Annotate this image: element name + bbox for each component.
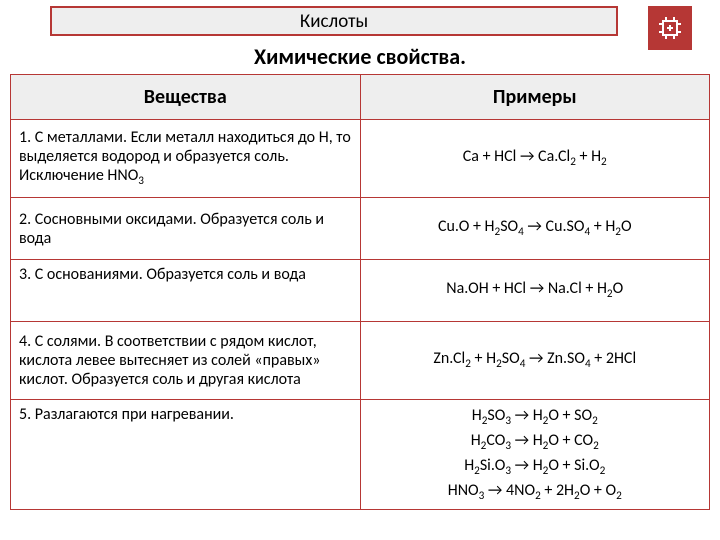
table-row: 4. С солями. В соответствии с рядом кисл…: [11, 322, 710, 400]
table-row: 1. С металлами. Если металл находиться д…: [11, 120, 710, 198]
cell-example: Cu.O + H2SO4 → Cu.SO4 + H2O: [360, 198, 710, 260]
cell-text: 1. С металлами. Если металл находиться д…: [19, 128, 351, 185]
cell-sub: 3: [138, 175, 144, 189]
cell-substance: 1. С металлами. Если металл находиться д…: [11, 120, 361, 198]
cell-substance: 5. Разлагаются при нагревании.: [11, 400, 361, 510]
title-bar: Кислоты: [50, 6, 618, 36]
cell-substance: 3. С основаниями. Образуется соль и вода: [11, 260, 361, 322]
subtitle: Химические свойства.: [0, 43, 720, 70]
table-header-row: Вещества Примеры: [11, 75, 710, 120]
properties-table: Вещества Примеры 1. С металлами. Если ме…: [10, 74, 710, 510]
table-row: 5. Разлагаются при нагревании. H2SO3 → H…: [11, 400, 710, 510]
cell-example: Zn.Cl2 + H2SO4 → Zn.SO4 + 2HCl: [360, 322, 710, 400]
title-text: Кислоты: [300, 10, 368, 33]
cell-example: Ca + HCl → Ca.Cl2 + H2: [360, 120, 710, 198]
cell-substance: 2. Сосновными оксидами. Образуется соль …: [11, 198, 361, 260]
cell-substance: 4. С солями. В соответствии с рядом кисл…: [11, 322, 361, 400]
chip-icon: [656, 14, 684, 42]
col-header-right: Примеры: [360, 75, 710, 120]
table-row: 2. Сосновными оксидами. Образуется соль …: [11, 198, 710, 260]
table-row: 3. С основаниями. Образуется соль и вода…: [11, 260, 710, 322]
cell-example: Na.OH + HCl → Na.Cl + H2O: [360, 260, 710, 322]
col-header-left: Вещества: [11, 75, 361, 120]
cell-example: H2SO3 → H2O + SO2H2CO3 → H2O + CO2H2Si.O…: [360, 400, 710, 510]
